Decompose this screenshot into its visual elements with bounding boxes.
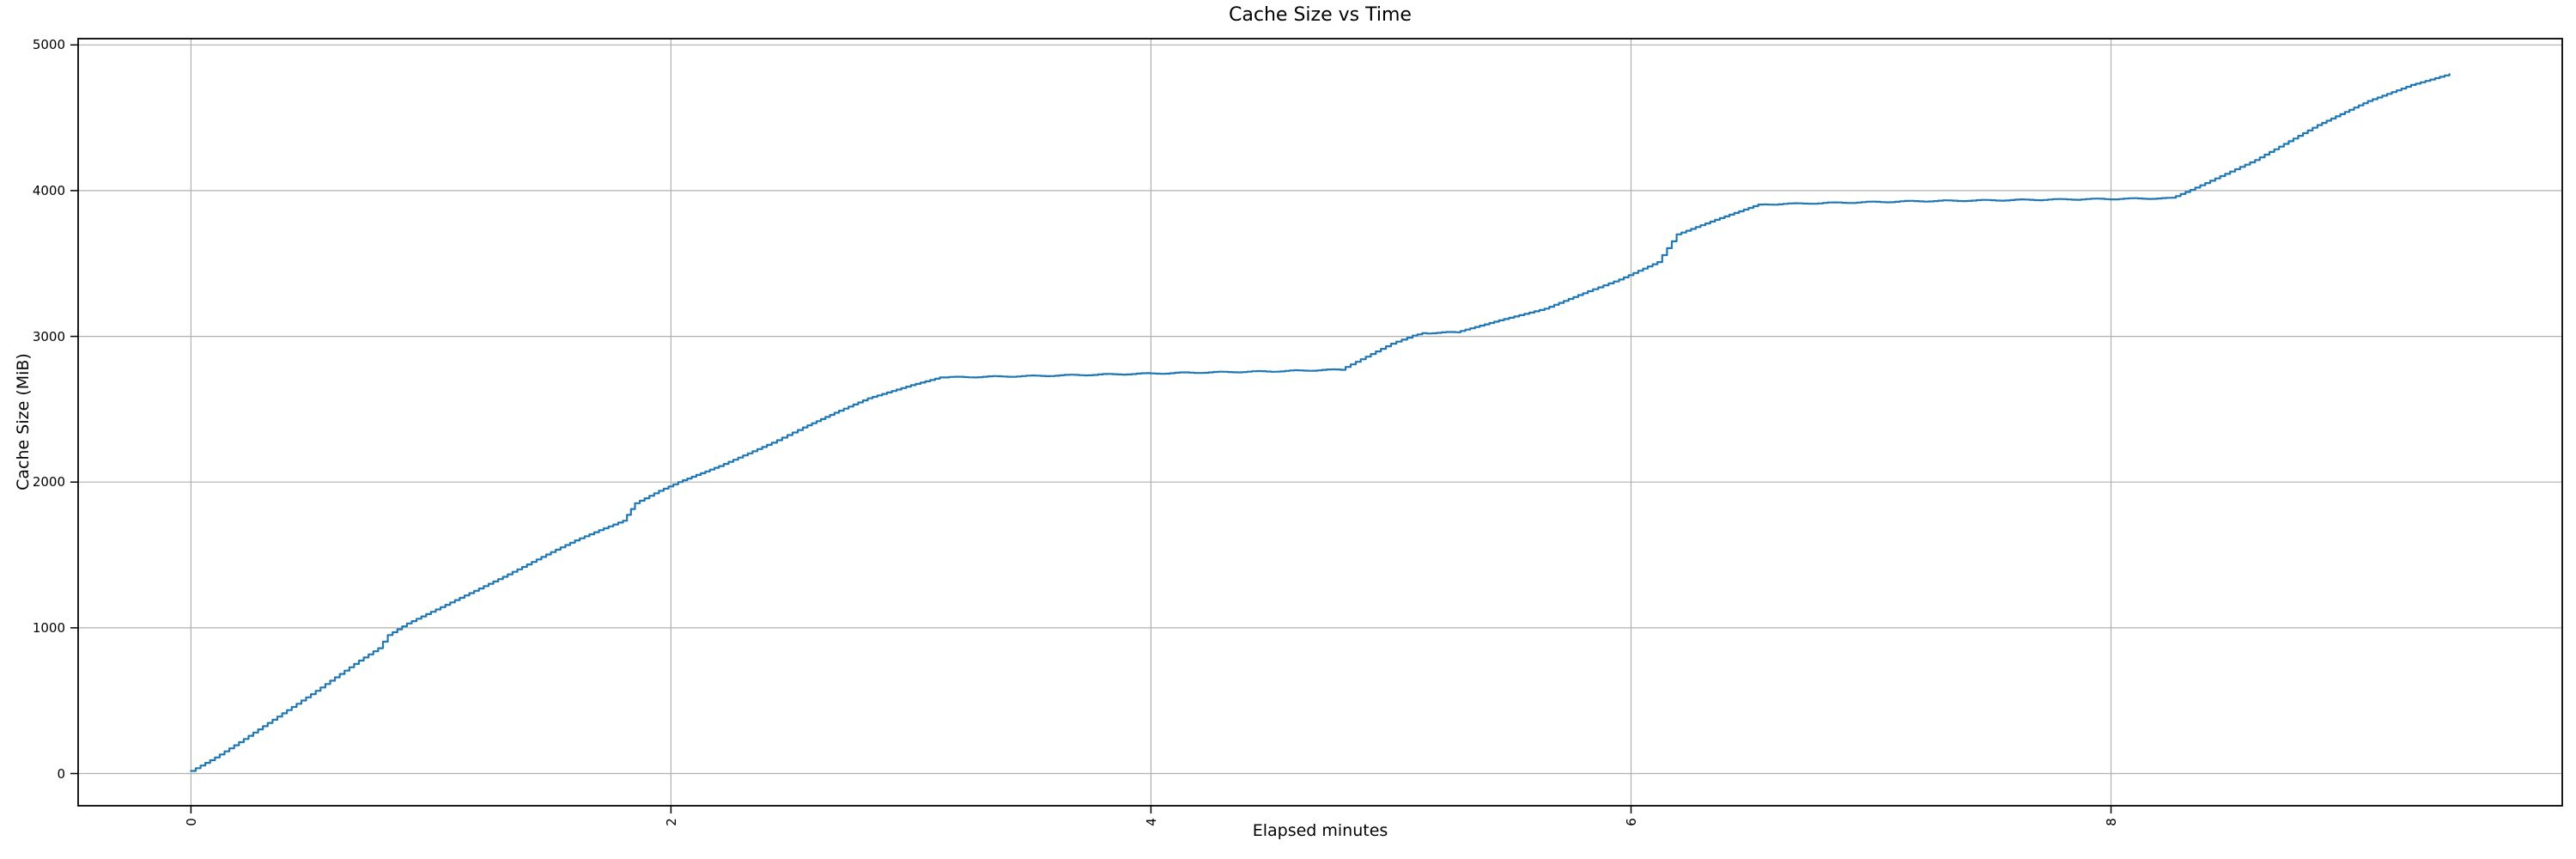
tick-marks bbox=[70, 44, 2112, 813]
y-tick-label: 5000 bbox=[32, 37, 65, 53]
y-axis-label: Cache Size (MiB) bbox=[14, 353, 33, 490]
axes-spines bbox=[77, 38, 2563, 807]
y-tick-label: 3000 bbox=[32, 328, 65, 344]
y-tick-label: 0 bbox=[57, 765, 65, 782]
x-tick-label: 2 bbox=[663, 818, 679, 826]
x-tick-label: 6 bbox=[1623, 818, 1639, 826]
chart-title: Cache Size vs Time bbox=[1229, 4, 1412, 26]
y-tick-label: 1000 bbox=[32, 619, 65, 636]
x-tick-label: 0 bbox=[183, 818, 199, 826]
gridlines bbox=[78, 39, 2562, 806]
y-tick-label: 2000 bbox=[32, 474, 65, 490]
x-tick-label: 8 bbox=[2103, 818, 2119, 826]
x-axis-label: Elapsed minutes bbox=[1252, 821, 1388, 840]
y-tick-label: 4000 bbox=[32, 182, 65, 198]
x-tick-label: 4 bbox=[1143, 818, 1159, 826]
cache-size-line bbox=[190, 73, 2451, 772]
